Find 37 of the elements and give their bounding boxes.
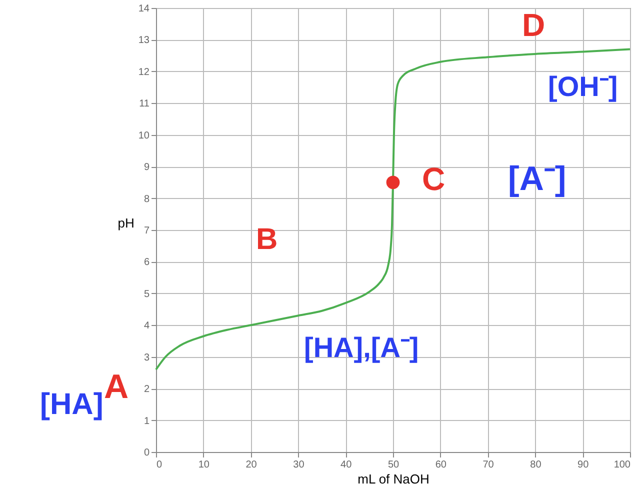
y-tick-label: 3: [144, 352, 150, 364]
y-tick-label: 5: [144, 288, 150, 300]
y-tick-label: 13: [138, 35, 150, 46]
annotation: [HA],[A⁻]: [304, 332, 419, 363]
x-tick-label: 10: [198, 460, 210, 470]
y-tick-label: 11: [139, 98, 150, 110]
x-tick-label: 70: [482, 460, 494, 470]
y-tick-label: 0: [144, 448, 150, 458]
x-tick-label: 100: [614, 460, 631, 470]
x-tick-label: 60: [435, 460, 447, 470]
x-tick-label: 90: [578, 460, 590, 470]
text: A: [104, 368, 129, 406]
x-tick-label: 0: [156, 460, 162, 470]
annotation: [OH⁻]: [548, 71, 618, 102]
y-tick-label: 12: [138, 66, 150, 78]
y-tick-label: 10: [138, 130, 150, 142]
text: [HA]: [40, 388, 104, 421]
y-tick-label: 7: [144, 226, 150, 236]
y-tick-label: 1: [144, 416, 150, 427]
y-axis-title: pH: [118, 216, 134, 230]
y-tick-label: 4: [144, 320, 150, 332]
annotation: C: [422, 161, 446, 197]
x-axis-title: mL of NaOH: [358, 472, 430, 486]
annotation: [A⁻]: [508, 160, 566, 198]
y-tick-label: 2: [144, 384, 150, 396]
y-tick-label: 14: [138, 4, 150, 14]
x-tick-label: 30: [293, 460, 305, 470]
y-tick-label: 6: [144, 257, 150, 268]
y-tick-label: 8: [144, 194, 150, 205]
annotation: D: [522, 7, 546, 43]
x-tick-label: 80: [530, 460, 542, 470]
line-series: [155, 48, 631, 371]
y-tick-label: 9: [144, 162, 150, 174]
x-tick-label: 40: [340, 460, 352, 470]
annotation: B: [256, 223, 278, 256]
x-tick-label: 20: [246, 460, 258, 470]
x-tick-label: 50: [388, 460, 400, 470]
